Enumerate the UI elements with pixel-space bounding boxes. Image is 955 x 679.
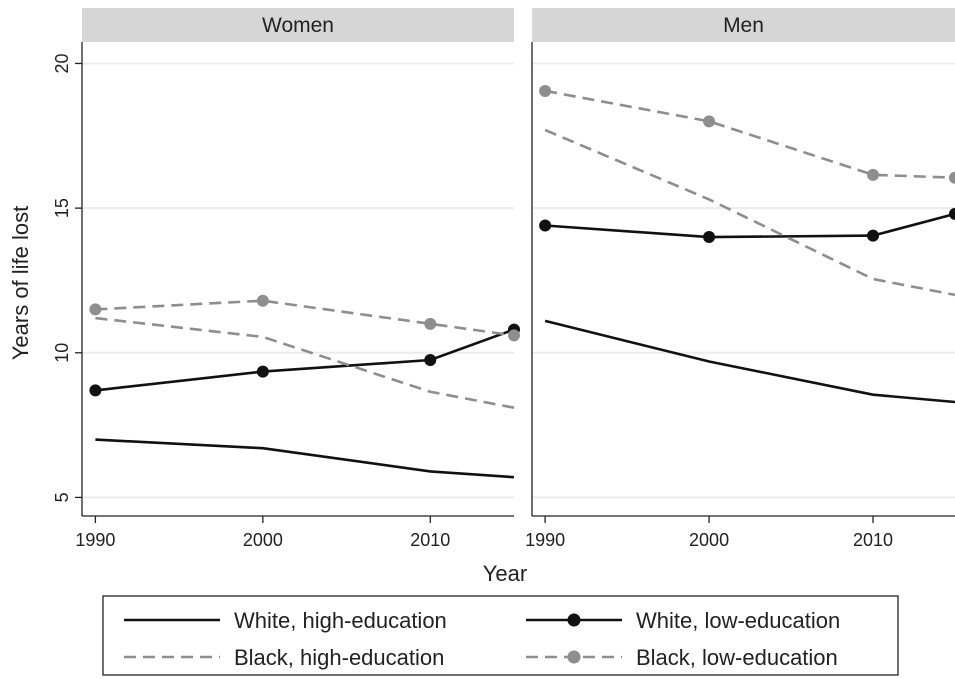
series-point-men-3-2000 bbox=[703, 115, 716, 128]
y-axis-title: Years of life lost bbox=[8, 206, 33, 361]
series-line-women-3 bbox=[95, 299, 515, 337]
series-line-men-2 bbox=[544, 128, 955, 297]
series-point-women-1-1990 bbox=[89, 384, 102, 397]
x-tick-label-women-1990: 1990 bbox=[75, 530, 115, 550]
legend-label-3: Black, low-education bbox=[636, 645, 838, 670]
panel-title-women: Women bbox=[262, 14, 334, 37]
y-tick-label-5: 5 bbox=[52, 492, 72, 502]
series-point-men-3-2010 bbox=[867, 168, 880, 181]
x-tick-label-men-2010: 2010 bbox=[853, 530, 893, 550]
series-point-women-1-2010 bbox=[424, 354, 437, 367]
series-point-men-1-2000 bbox=[703, 231, 716, 244]
legend-label-2: Black, high-education bbox=[234, 645, 444, 670]
series-point-men-1-2010 bbox=[867, 229, 880, 242]
legend-swatch-marker-1 bbox=[567, 613, 581, 627]
series-point-men-1-2015 bbox=[949, 207, 955, 220]
legend-label-0: White, high-education bbox=[234, 608, 447, 633]
series-line-women-0 bbox=[95, 438, 515, 479]
x-tick-label-women-2000: 2000 bbox=[243, 530, 283, 550]
series-point-men-3-1990 bbox=[539, 84, 552, 97]
panel-strip-men bbox=[532, 8, 955, 42]
panel-title-men: Men bbox=[723, 14, 764, 37]
x-tick-label-women-2010: 2010 bbox=[410, 530, 450, 550]
series-line-women-2 bbox=[95, 316, 515, 409]
x-tick-label-men-1990: 1990 bbox=[525, 530, 565, 550]
y-tick-label-10: 10 bbox=[52, 343, 72, 363]
series-point-women-3-2015 bbox=[508, 329, 520, 342]
series-line-men-3 bbox=[544, 89, 955, 179]
series-line-women-1 bbox=[95, 328, 515, 392]
series-line-men-0 bbox=[544, 319, 955, 404]
x-tick-label-men-2000: 2000 bbox=[689, 530, 729, 550]
series-point-women-1-2000 bbox=[256, 365, 269, 378]
legend-swatch-marker-3 bbox=[567, 650, 581, 664]
series-line-men-1 bbox=[545, 212, 955, 239]
series-point-men-3-2015 bbox=[949, 171, 955, 184]
series-point-women-3-2000 bbox=[256, 294, 269, 307]
x-axis-title: Year bbox=[483, 561, 527, 586]
series-point-men-1-1990 bbox=[539, 219, 552, 232]
y-tick-label-20: 20 bbox=[52, 53, 72, 73]
panel-strip-women bbox=[82, 8, 514, 42]
series-point-women-3-2010 bbox=[424, 317, 437, 330]
y-tick-label-15: 15 bbox=[52, 198, 72, 218]
legend-label-1: White, low-education bbox=[636, 608, 840, 633]
series-point-women-3-1990 bbox=[89, 303, 102, 316]
legend-box bbox=[102, 595, 899, 676]
